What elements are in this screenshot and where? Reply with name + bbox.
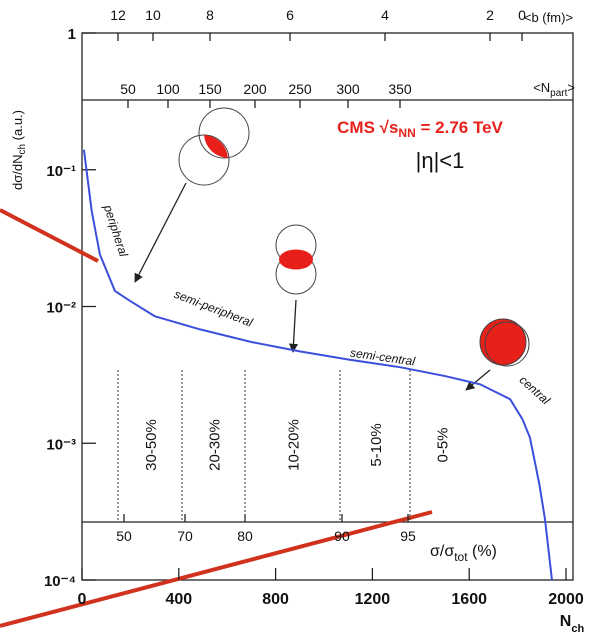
centrality_axis-tick-label: 80 [237, 528, 253, 544]
cent-tail: (%) [468, 543, 497, 560]
npart_axis-tick-label: 200 [243, 81, 267, 97]
centrality_axis-tick-label: 95 [400, 528, 416, 544]
b_axis-tick-label: 6 [286, 7, 294, 23]
class-label: 5-10% [368, 423, 385, 466]
npart_axis-tick-label: 100 [156, 81, 180, 97]
plot-frame [81, 32, 574, 581]
x-label-text: N [560, 613, 572, 630]
centrality_axis-tick-label: 90 [334, 528, 350, 544]
npart-sub: part [550, 88, 567, 99]
y-tick-label: 10⁻¹ [46, 163, 76, 180]
npart_axis-tick-label: 350 [388, 81, 412, 97]
overlap-peripheral [178, 107, 250, 186]
x-label-sub: ch [571, 623, 584, 635]
cms-tail: = 2.76 TeV [416, 118, 504, 137]
x-tick-label: 800 [262, 591, 289, 608]
y-label-text: dσ/dN [10, 155, 25, 190]
x-tick-label: 1200 [355, 591, 391, 608]
x-tick-label: 1600 [451, 591, 487, 608]
y-tick-label: 1 [68, 26, 76, 43]
red-pointer-line [0, 510, 433, 628]
b_axis-tick-label: 10 [145, 7, 161, 23]
class-label: 10-20% [286, 419, 303, 471]
x-tick-label: 2000 [548, 591, 584, 608]
cms-label: CMS √sNN = 2.76 TeV [337, 118, 503, 140]
class-label: 0-5% [435, 427, 452, 462]
cent-sub: tot [454, 550, 468, 564]
class-label: 20-30% [207, 419, 224, 471]
npart_axis-tick-label: 250 [288, 81, 312, 97]
npart-text: <N [533, 80, 550, 95]
y-tick-label: 10⁻² [46, 300, 76, 317]
data-line [82, 149, 553, 581]
overlap-central [479, 318, 530, 367]
npart_axis-tick-label: 150 [198, 81, 222, 97]
y-tick-label: 10⁻³ [46, 436, 76, 453]
y-axis-label: dσ/dNch (a.u.) [10, 110, 28, 190]
arrow [465, 369, 491, 391]
overlap-semi-peripheral [275, 224, 317, 295]
y-label-sub: ch [17, 144, 28, 155]
cent-text: σ/σ [430, 543, 454, 560]
cms-text: CMS √s [337, 118, 398, 137]
b-axis-label: <b (fm)> [524, 10, 573, 25]
npart_axis-tick-label: 300 [336, 81, 360, 97]
y-tick-label: 10⁻⁴ [44, 573, 76, 590]
class-label: 30-50% [143, 419, 160, 471]
region-label: semi-peripheral [172, 287, 255, 330]
region-label: central [517, 373, 553, 408]
eta-label: |η|<1 [416, 148, 465, 173]
arrow [134, 182, 187, 283]
y-label-tail: (a.u.) [10, 110, 25, 144]
centrality_axis-tick-label: 50 [116, 528, 132, 544]
x-tick-label: 0 [78, 591, 87, 608]
region-label: peripheral [101, 202, 131, 258]
b_axis-tick-label: 12 [110, 7, 126, 23]
npart-axis-label: <Npart> [533, 80, 575, 99]
npart_axis-tick-label: 50 [120, 81, 136, 97]
centrality-axis-label: σ/σtot (%) [430, 543, 497, 564]
red-pointer-line [0, 208, 99, 263]
b_axis-tick-label: 8 [206, 7, 214, 23]
cms-sub: NN [398, 126, 415, 140]
b_axis-tick-label: 4 [381, 7, 389, 23]
centrality_axis-tick-label: 70 [177, 528, 193, 544]
x-tick-label: 400 [165, 591, 192, 608]
b_axis-tick-label: 0 [518, 7, 526, 23]
b_axis-tick-label: 2 [486, 7, 494, 23]
arrow [288, 299, 299, 353]
npart-tail: > [567, 80, 575, 95]
x-axis-label: Nch [560, 613, 585, 635]
